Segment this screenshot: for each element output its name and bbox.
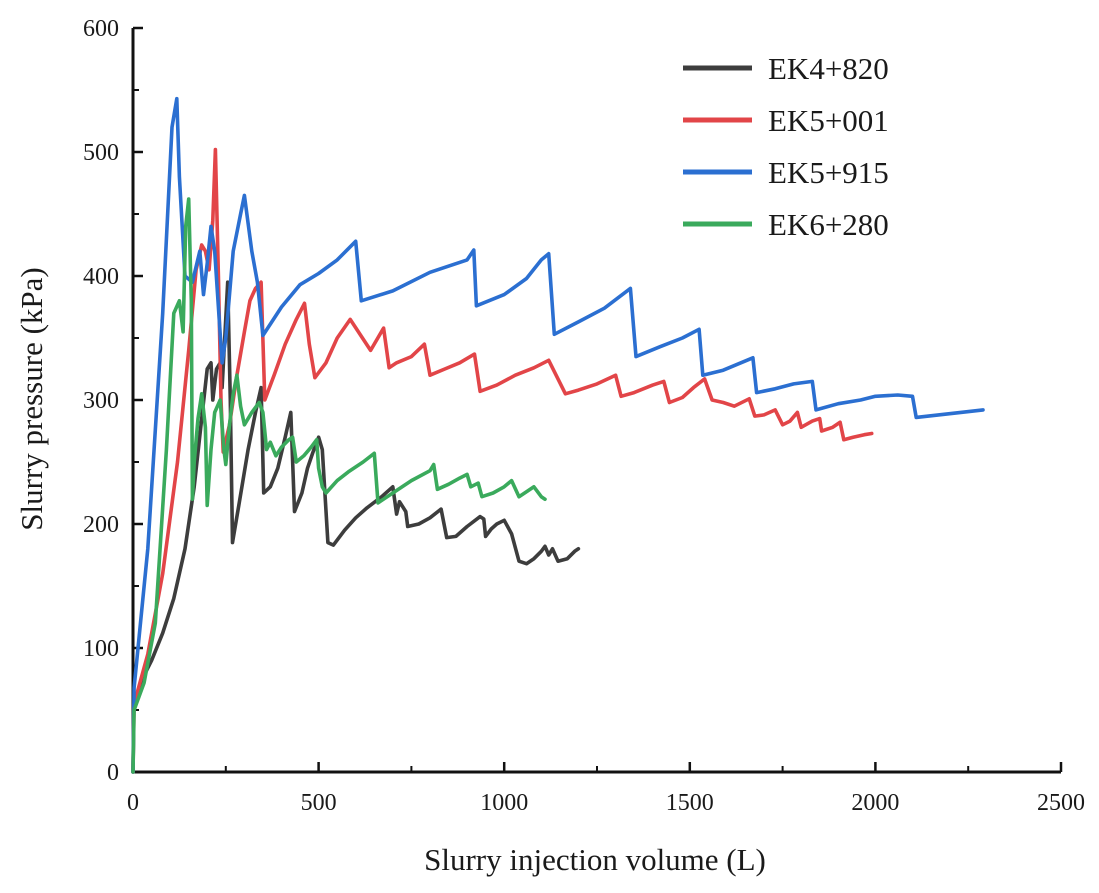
- series-line-ek6-280: [131, 197, 547, 774]
- x-tick-label: 1000: [480, 790, 528, 816]
- y-tick-label: 100: [83, 636, 119, 662]
- y-tick-label: 300: [83, 388, 119, 414]
- y-tick-label: 400: [83, 264, 119, 290]
- x-tick-label: 2000: [851, 790, 899, 816]
- x-tick-label: 500: [301, 790, 337, 816]
- x-tick-label: 2500: [1037, 790, 1085, 816]
- series-line-ek5-001: [131, 147, 874, 774]
- legend-label: EK5+915: [768, 155, 889, 190]
- x-tick-label: 0: [127, 790, 139, 816]
- axes: 0 500 1000 1500 2000 2500 0 100 200 300 400 500 600: [83, 16, 1085, 816]
- y-tick-label: 0: [107, 760, 119, 786]
- series-line-ek5-915: [131, 96, 985, 774]
- x-axis-title: Slurry injection volume (L): [424, 842, 766, 877]
- series-line-ek4-820: [131, 280, 581, 774]
- y-tick-label: 500: [83, 140, 119, 166]
- legend-label: EK6+280: [768, 207, 889, 242]
- legend-label: EK5+001: [768, 103, 889, 138]
- legend-label: EK4+820: [768, 51, 889, 86]
- y-tick-label: 600: [83, 16, 119, 42]
- legend: EK4+820 EK5+001 EK5+915 EK6+280: [683, 51, 889, 242]
- x-tick-label: 1500: [666, 790, 714, 816]
- y-tick-label: 200: [83, 512, 119, 538]
- y-axis-title: Slurry pressure (kPa): [14, 267, 49, 530]
- series-lines: [131, 96, 985, 774]
